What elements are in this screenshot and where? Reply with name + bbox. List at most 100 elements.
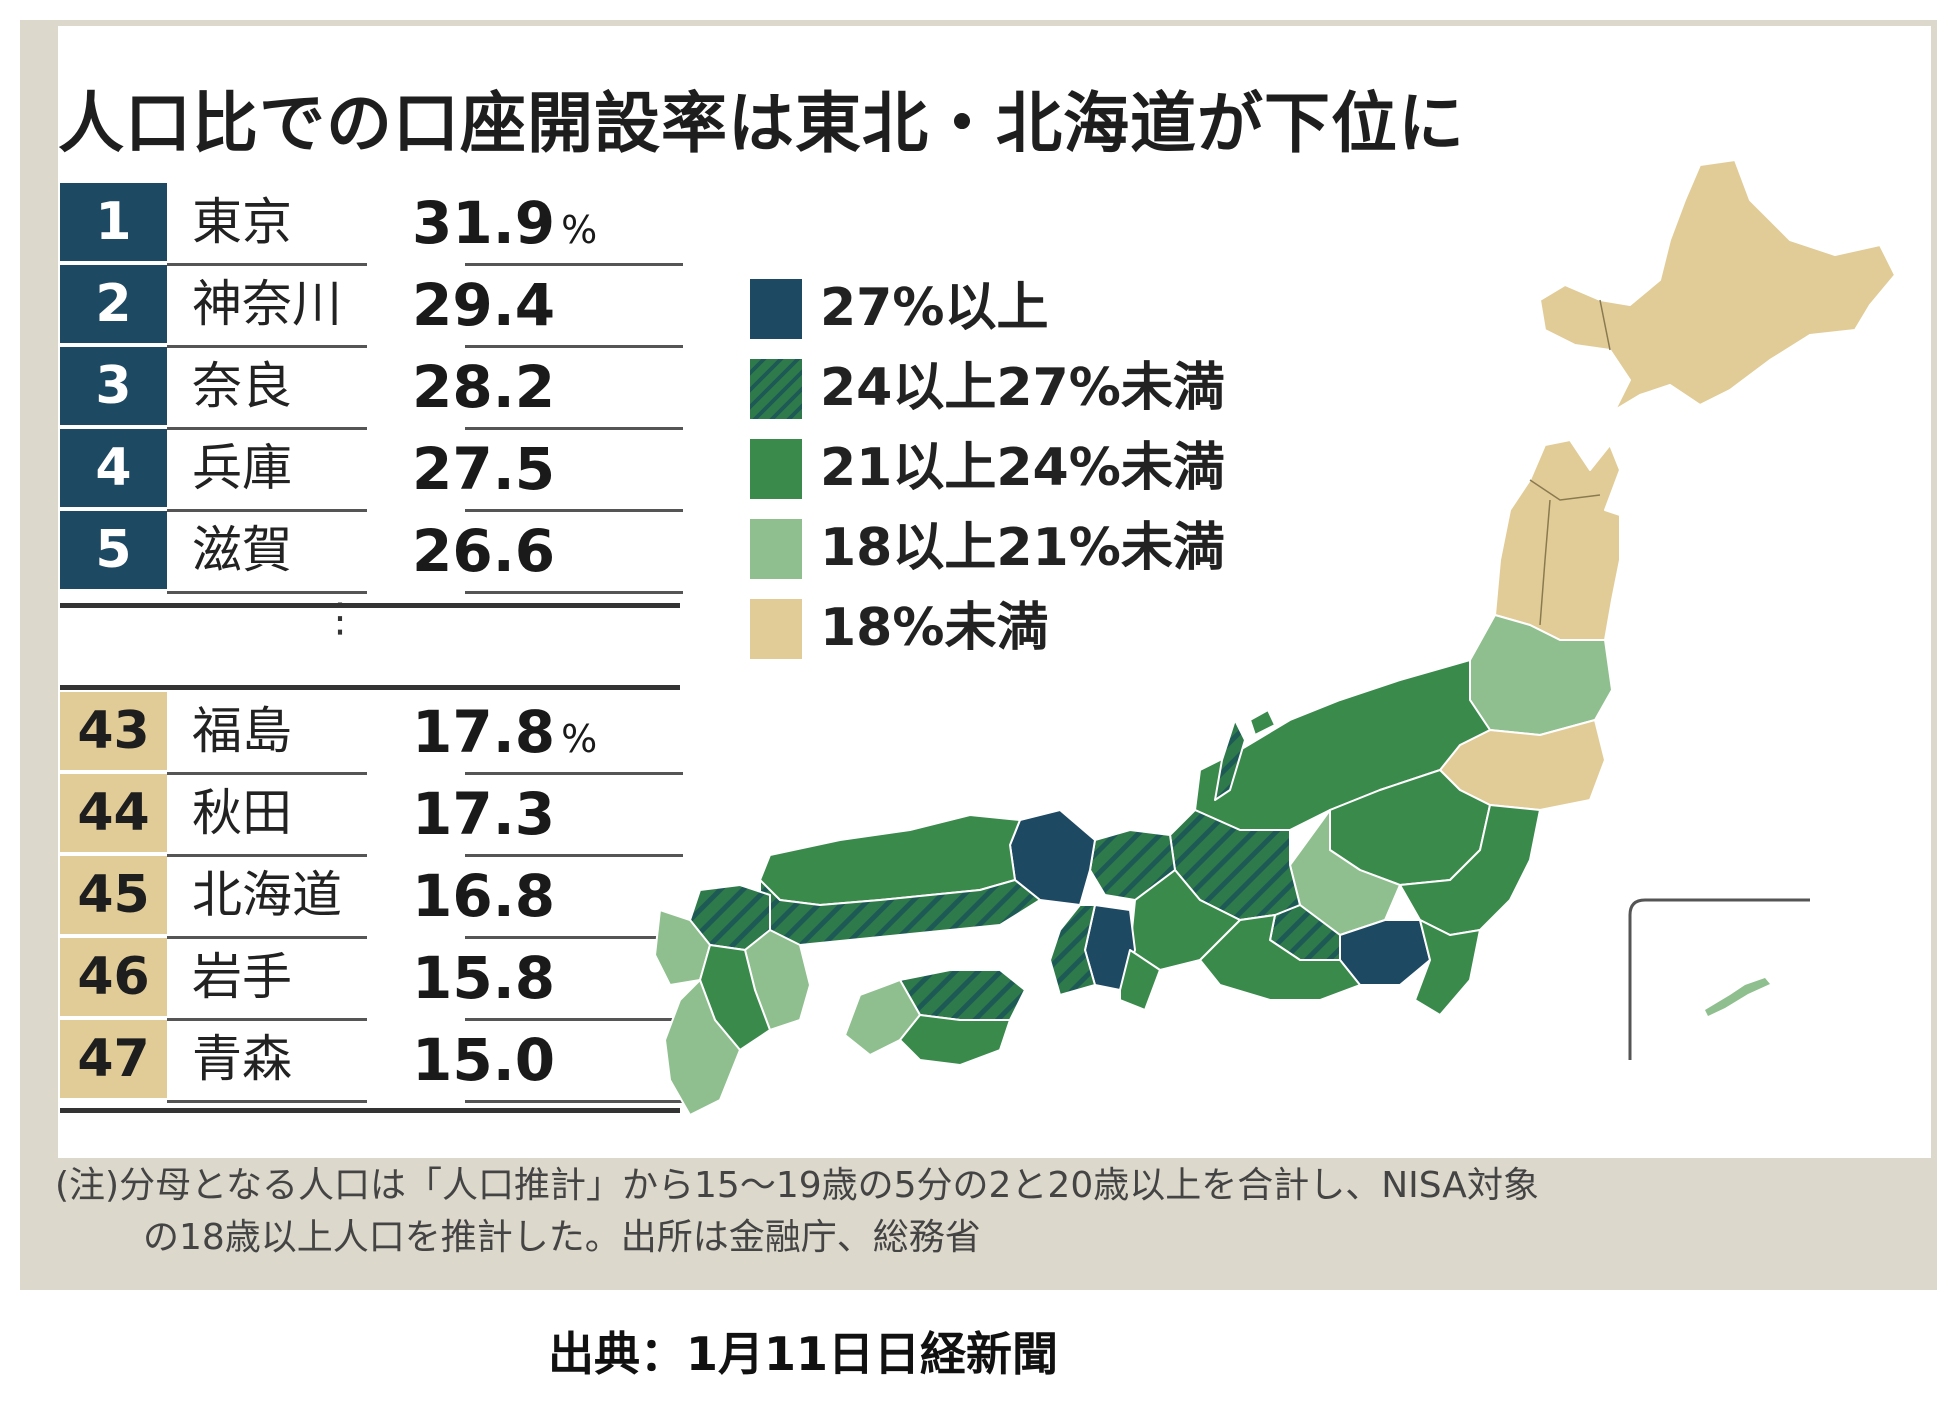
rate-value: 15.0 [412,1020,561,1107]
row-separator [465,509,683,512]
row-separator [167,509,367,512]
rate-number: 15.8 [412,944,556,1012]
row-separator [465,936,683,939]
prefecture-name: 神奈川 [192,275,342,333]
table-row: 43 福島 17.8% [60,692,683,775]
row-separator [167,1100,367,1103]
prefecture-name: 福島 [192,702,292,760]
rate-number: 29.4 [412,271,556,339]
region-chugoku-south [759,879,1041,946]
row-separator [167,591,367,594]
rate-number: 27.5 [412,435,556,503]
okinawa-inset [1628,898,1810,1060]
prefecture-name: 東京 [192,193,292,251]
rate-unit: % [561,208,598,252]
rank-number: 5 [60,511,167,589]
legend-label: 18以上21%未満 [820,518,1225,578]
rate-value: 16.8 [412,856,561,943]
row-separator [465,427,683,430]
rate-value: 17.3 [412,774,561,861]
prefecture-name: 秋田 [192,784,292,842]
prefecture-name: 兵庫 [192,439,292,497]
region-chiba [1414,919,1481,1016]
region-shikoku-south [899,1014,1011,1066]
rank-number: 46 [60,938,167,1016]
ranking-table: 1 東京 31.9% 2 神奈川 29.4 3 奈良 28.2 4 兵庫 27.5 5 滋賀 26.6 [60,183,683,594]
rate-number: 28.2 [412,353,556,421]
row-separator [465,1018,683,1021]
footnote: (注)分母となる人口は「人口推計」から15～19歳の5分の2と20歳以上を合計し… [55,1160,1539,1264]
rank-number: 2 [60,265,167,343]
rate-value: 31.9% [412,183,597,270]
rate-value: 17.8% [412,692,597,779]
row-separator [465,591,683,594]
row-separator [465,772,683,775]
legend-swatch [750,519,802,579]
table-bottom-border [60,1108,680,1113]
table-row: 5 滋賀 26.6 [60,511,683,594]
table-row: 2 神奈川 29.4 [60,265,683,348]
table-divider [60,603,680,608]
rank-number: 47 [60,1020,167,1098]
legend-swatch [750,359,802,419]
row-separator [465,854,683,857]
row-separator [167,345,367,348]
region-kyushu-south [664,979,741,1116]
row-separator [167,854,367,857]
table-row: 46 岩手 15.8 [60,938,683,1021]
row-separator [465,263,683,266]
footnote-line-1: (注)分母となる人口は「人口推計」から15～19歳の5分の2と20歳以上を合計し… [55,1165,1539,1206]
ranking-table-bottom: 43 福島 17.8% 44 秋田 17.3 45 北海道 16.8 46 岩手 15.8 47 青森 15… [60,692,683,1103]
rate-number: 16.8 [412,862,556,930]
rate-number: 17.8 [412,698,556,766]
table-row: 45 北海道 16.8 [60,856,683,939]
row-separator [167,1018,367,1021]
legend-label: 21以上24%未満 [820,438,1225,498]
map-title: 人口比での口座開設率は東北・北海道が下位に [58,85,1465,162]
region-mie [1119,949,1161,1011]
prefecture-name: 青森 [192,1030,292,1088]
legend-swatch [750,279,802,339]
table-row: 44 秋田 17.3 [60,774,683,857]
island-noto [1214,719,1246,801]
row-separator [465,1100,683,1103]
table-row: 4 兵庫 27.5 [60,429,683,512]
legend-label: 24以上27%未満 [820,358,1225,418]
rate-value: 15.8 [412,938,561,1025]
region-aichi [1129,869,1241,971]
prefecture-name: 奈良 [192,357,292,415]
region-tokyo-kanagawa [1339,919,1431,986]
row-separator [167,427,367,430]
rate-value: 27.5 [412,429,561,516]
rate-number: 26.6 [412,517,556,585]
rank-number: 3 [60,347,167,425]
legend-label: 18%未満 [820,598,1049,658]
island-okinawa [1705,978,1770,1016]
footnote-line-2: の18歳以上人口を推計した。出所は金融庁、総務省 [143,1217,981,1258]
region-hokkaido [1539,159,1896,411]
rank-number: 1 [60,183,167,261]
row-separator [167,936,367,939]
rate-unit: % [561,717,598,761]
region-tohoku-north [1494,439,1621,641]
legend-swatch [750,439,802,499]
island-sado [1249,709,1276,736]
region-shizuoka [1199,914,1361,1001]
rate-value: 26.6 [412,511,561,598]
row-separator [167,263,367,266]
rate-number: 15.0 [412,1026,556,1094]
rank-number: 45 [60,856,167,934]
prefecture-name: 北海道 [192,866,342,924]
rank-number: 44 [60,774,167,852]
prefecture-name: 岩手 [192,948,292,1006]
region-osaka [1049,904,1096,996]
rate-value: 28.2 [412,347,561,434]
rate-value: 29.4 [412,265,561,352]
table-row: 47 青森 15.0 [60,1020,683,1103]
region-shiga [1089,829,1176,901]
source-caption: 出典：1月11日日経新聞 [548,1327,1059,1381]
prefecture-name: 滋賀 [192,521,292,579]
rate-number: 17.3 [412,780,556,848]
table-row: 1 東京 31.9% [60,183,683,266]
